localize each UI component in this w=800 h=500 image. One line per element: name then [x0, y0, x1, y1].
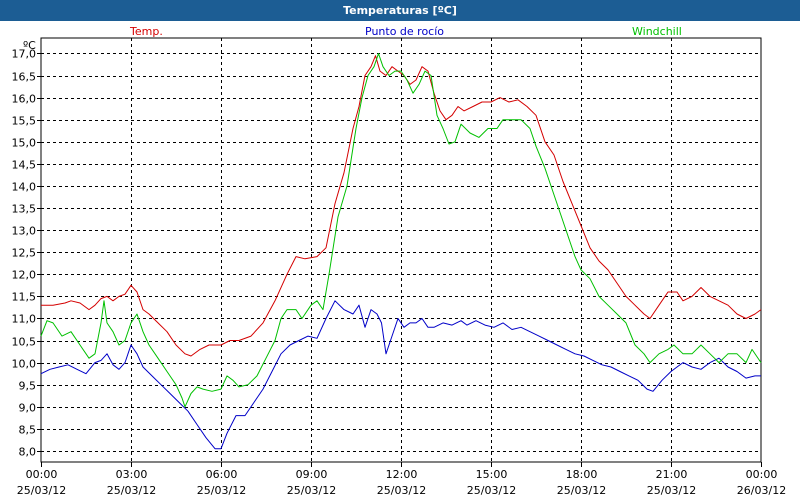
- y-tick-label: 12,5: [12, 247, 37, 260]
- legend-windchill: Windchill: [632, 25, 682, 38]
- y-tick-label: 15,0: [12, 137, 37, 150]
- window-title: Temperaturas [ºC]: [0, 0, 800, 21]
- x-tick-date-label: 25/03/12: [467, 484, 516, 497]
- x-tick-time-label: 06:00: [206, 468, 238, 481]
- x-tick-time-label: 03:00: [116, 468, 148, 481]
- y-tick-label: 13,0: [12, 225, 37, 238]
- y-tick-label: 14,5: [12, 159, 37, 172]
- y-tick-label: 8,5: [19, 424, 37, 437]
- y-tick-label: 11,0: [12, 313, 37, 326]
- legend-temp: Temp.: [129, 25, 163, 38]
- series-dewpoint-line: [40, 300, 761, 450]
- axes: ºC 8,0 8,5 9,0 9,5 10,0 10,5 11,0 11,5 12,0 12,5 1…: [12, 39, 787, 497]
- y-tick-label: 11,5: [12, 291, 37, 304]
- y-tick-label: 16,0: [12, 93, 37, 106]
- y-tick-label: 9,0: [19, 402, 37, 415]
- y-axis-unit-label: ºC: [23, 39, 36, 52]
- x-tick-date-label: 26/03/12: [737, 484, 786, 497]
- y-tick-label: 13,5: [12, 203, 37, 216]
- y-tick-label: 10,0: [12, 358, 37, 371]
- series-temp-line: [41, 55, 762, 357]
- x-tick-date-label: 25/03/12: [647, 484, 696, 497]
- grid: [40, 37, 762, 463]
- y-tick-label: 15,5: [12, 115, 37, 128]
- series-windchill-line: [40, 53, 762, 408]
- y-tick-label: 10,5: [12, 336, 37, 349]
- x-tick-date-label: 25/03/12: [107, 484, 156, 497]
- y-tick-label: 16,5: [12, 71, 37, 84]
- x-tick-time-label: 00:00: [746, 468, 778, 481]
- x-tick-date-label: 25/03/12: [377, 484, 426, 497]
- y-tick-label: 14,0: [12, 181, 37, 194]
- x-tick-time-label: 00:00: [26, 468, 58, 481]
- y-tick-label: 9,5: [19, 380, 37, 393]
- chart-canvas: ºC 8,0 8,5 9,0 9,5 10,0 10,5 11,0 11,5 12,0 12,5 1…: [12, 25, 787, 497]
- x-tick-date-label: 25/03/12: [17, 484, 66, 497]
- legend-dewpoint: Punto de rocío: [365, 25, 444, 38]
- x-tick-time-label: 09:00: [296, 468, 328, 481]
- y-tick-label: 12,0: [12, 269, 37, 282]
- legend: Temp. Punto de rocío Windchill: [129, 25, 682, 38]
- x-tick-date-label: 25/03/12: [557, 484, 606, 497]
- x-tick-date-label: 25/03/12: [287, 484, 336, 497]
- y-tick-label: 8,0: [19, 446, 37, 459]
- x-tick-time-label: 18:00: [566, 468, 598, 481]
- x-tick-time-label: 21:00: [656, 468, 688, 481]
- x-tick-time-label: 15:00: [476, 468, 508, 481]
- x-tick-time-label: 12:00: [386, 468, 418, 481]
- series-lines: [40, 53, 762, 450]
- y-tick-label: 17,0: [12, 48, 37, 61]
- x-tick-date-label: 25/03/12: [197, 484, 246, 497]
